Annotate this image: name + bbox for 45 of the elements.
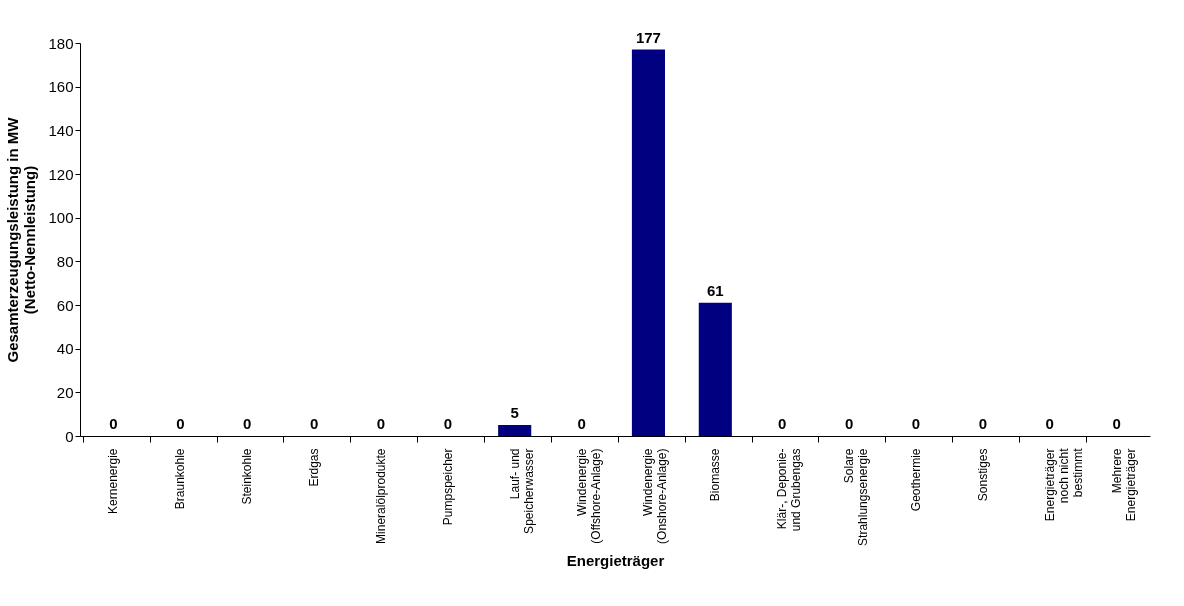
bar (698, 302, 732, 436)
y-tick-label: 20 (56, 383, 74, 401)
x-tick-label: Braunkohle (173, 448, 188, 510)
x-tick-label: Geothermie (908, 448, 923, 512)
y-tick-label: 40 (56, 340, 74, 358)
x-axis-title: Energieträger (566, 551, 665, 569)
x-tick-label: Kernenergie (106, 448, 121, 514)
x-tick-label: Windenergie (Offshore-Anlage) (574, 448, 603, 544)
x-tick-label: Erdgas (307, 448, 322, 487)
x-tick-label: Pumpspeicher (440, 448, 455, 526)
x-tick-label: Klär-, Deponie- und Grubengas (775, 448, 804, 532)
y-tick-label: 0 (65, 427, 74, 445)
y-tick-label: 60 (56, 296, 74, 314)
data-label: 0 (978, 415, 987, 432)
data-label: 0 (376, 415, 386, 432)
y-tick-label: 160 (48, 78, 74, 96)
x-tick-label: Windenergie (Onshore-Anlage) (641, 448, 670, 544)
y-axis-title: Gesamterzeugungsleistung in MW (Netto-Nennleistung) (4, 116, 39, 363)
data-label: 0 (577, 415, 586, 432)
data-label: 5 (510, 404, 519, 422)
x-tick-label: Sonstiges (975, 448, 990, 502)
x-tick-label: Mineralölprodukte (373, 448, 388, 544)
y-tick-label: 180 (48, 34, 74, 52)
data-label: 177 (635, 28, 661, 46)
data-label: 0 (911, 415, 921, 432)
data-label: 0 (109, 415, 118, 432)
y-tick-label: 120 (48, 165, 74, 183)
y-tick-label: 80 (56, 252, 74, 270)
x-tick-label: Energieträger noch nicht bestimmt (1042, 447, 1085, 522)
data-label: 0 (844, 415, 854, 432)
data-label: 0 (243, 415, 252, 432)
x-tick-label: Steinkohle (240, 448, 255, 505)
y-tick-label: 100 (48, 209, 74, 227)
data-label: 0 (443, 415, 452, 432)
data-label: 61 (706, 281, 724, 299)
data-label: 0 (1112, 415, 1121, 432)
data-label: 0 (176, 415, 185, 432)
bar (631, 49, 665, 436)
bar (498, 425, 532, 436)
data-label: 0 (309, 415, 319, 432)
x-tick-label: Biomasse (708, 448, 723, 502)
data-label: 0 (778, 415, 787, 432)
x-tick-label: Lauf- und Speicherwasser (507, 448, 536, 534)
data-label: 0 (1045, 415, 1054, 432)
y-tick-label: 140 (48, 121, 74, 139)
